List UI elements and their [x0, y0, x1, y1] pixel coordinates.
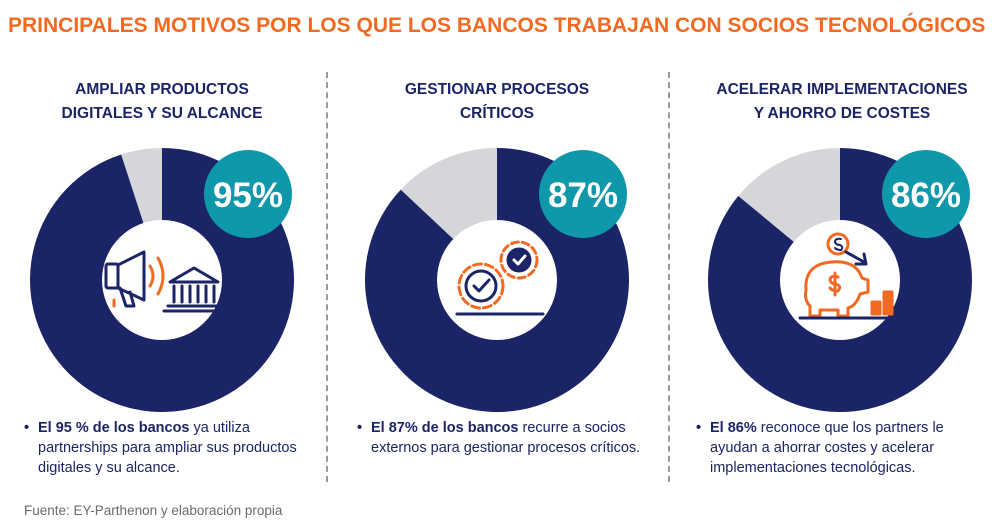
column-divider [668, 72, 670, 482]
percent-label: 86% [891, 176, 961, 215]
description: • El 86% reconoce que los partners le ayu… [696, 420, 944, 476]
page-title: PRINCIPALES MOTIVOS POR LOS QUE LOS BANC… [8, 14, 986, 37]
source-note: Fuente: EY-Parthenon y elaboración propi… [24, 503, 283, 518]
description: • El 95 % de los bancos ya utiliza partne… [24, 420, 297, 476]
percent-label: 87% [548, 176, 618, 215]
column-title: GESTIONAR PROCESOS CRÍTICOS [404, 81, 590, 122]
percent-label: 95% [213, 176, 283, 215]
donut-chart: 86% [707, 148, 972, 412]
chart-hole [437, 220, 557, 340]
percent-badge [204, 150, 292, 238]
description: • El 87% de los bancos recurre a socios e… [357, 420, 641, 456]
donut-chart: 87% [365, 148, 630, 412]
column-title: AMPLIAR PRODUCTOS DIGITALES Y SU ALCANCE [61, 81, 263, 122]
piggy-bank-growth-icon [798, 232, 900, 320]
megaphone-bank-icon [104, 250, 226, 313]
column-divider [326, 72, 328, 482]
donut-chart: 95% [29, 148, 294, 412]
gears-check-icon [455, 240, 545, 316]
percent-badge [882, 150, 970, 238]
column-title: ACELERAR IMPLEMENTACIONES Y AHORRO DE COS… [716, 81, 968, 122]
percent-badge [539, 150, 627, 238]
